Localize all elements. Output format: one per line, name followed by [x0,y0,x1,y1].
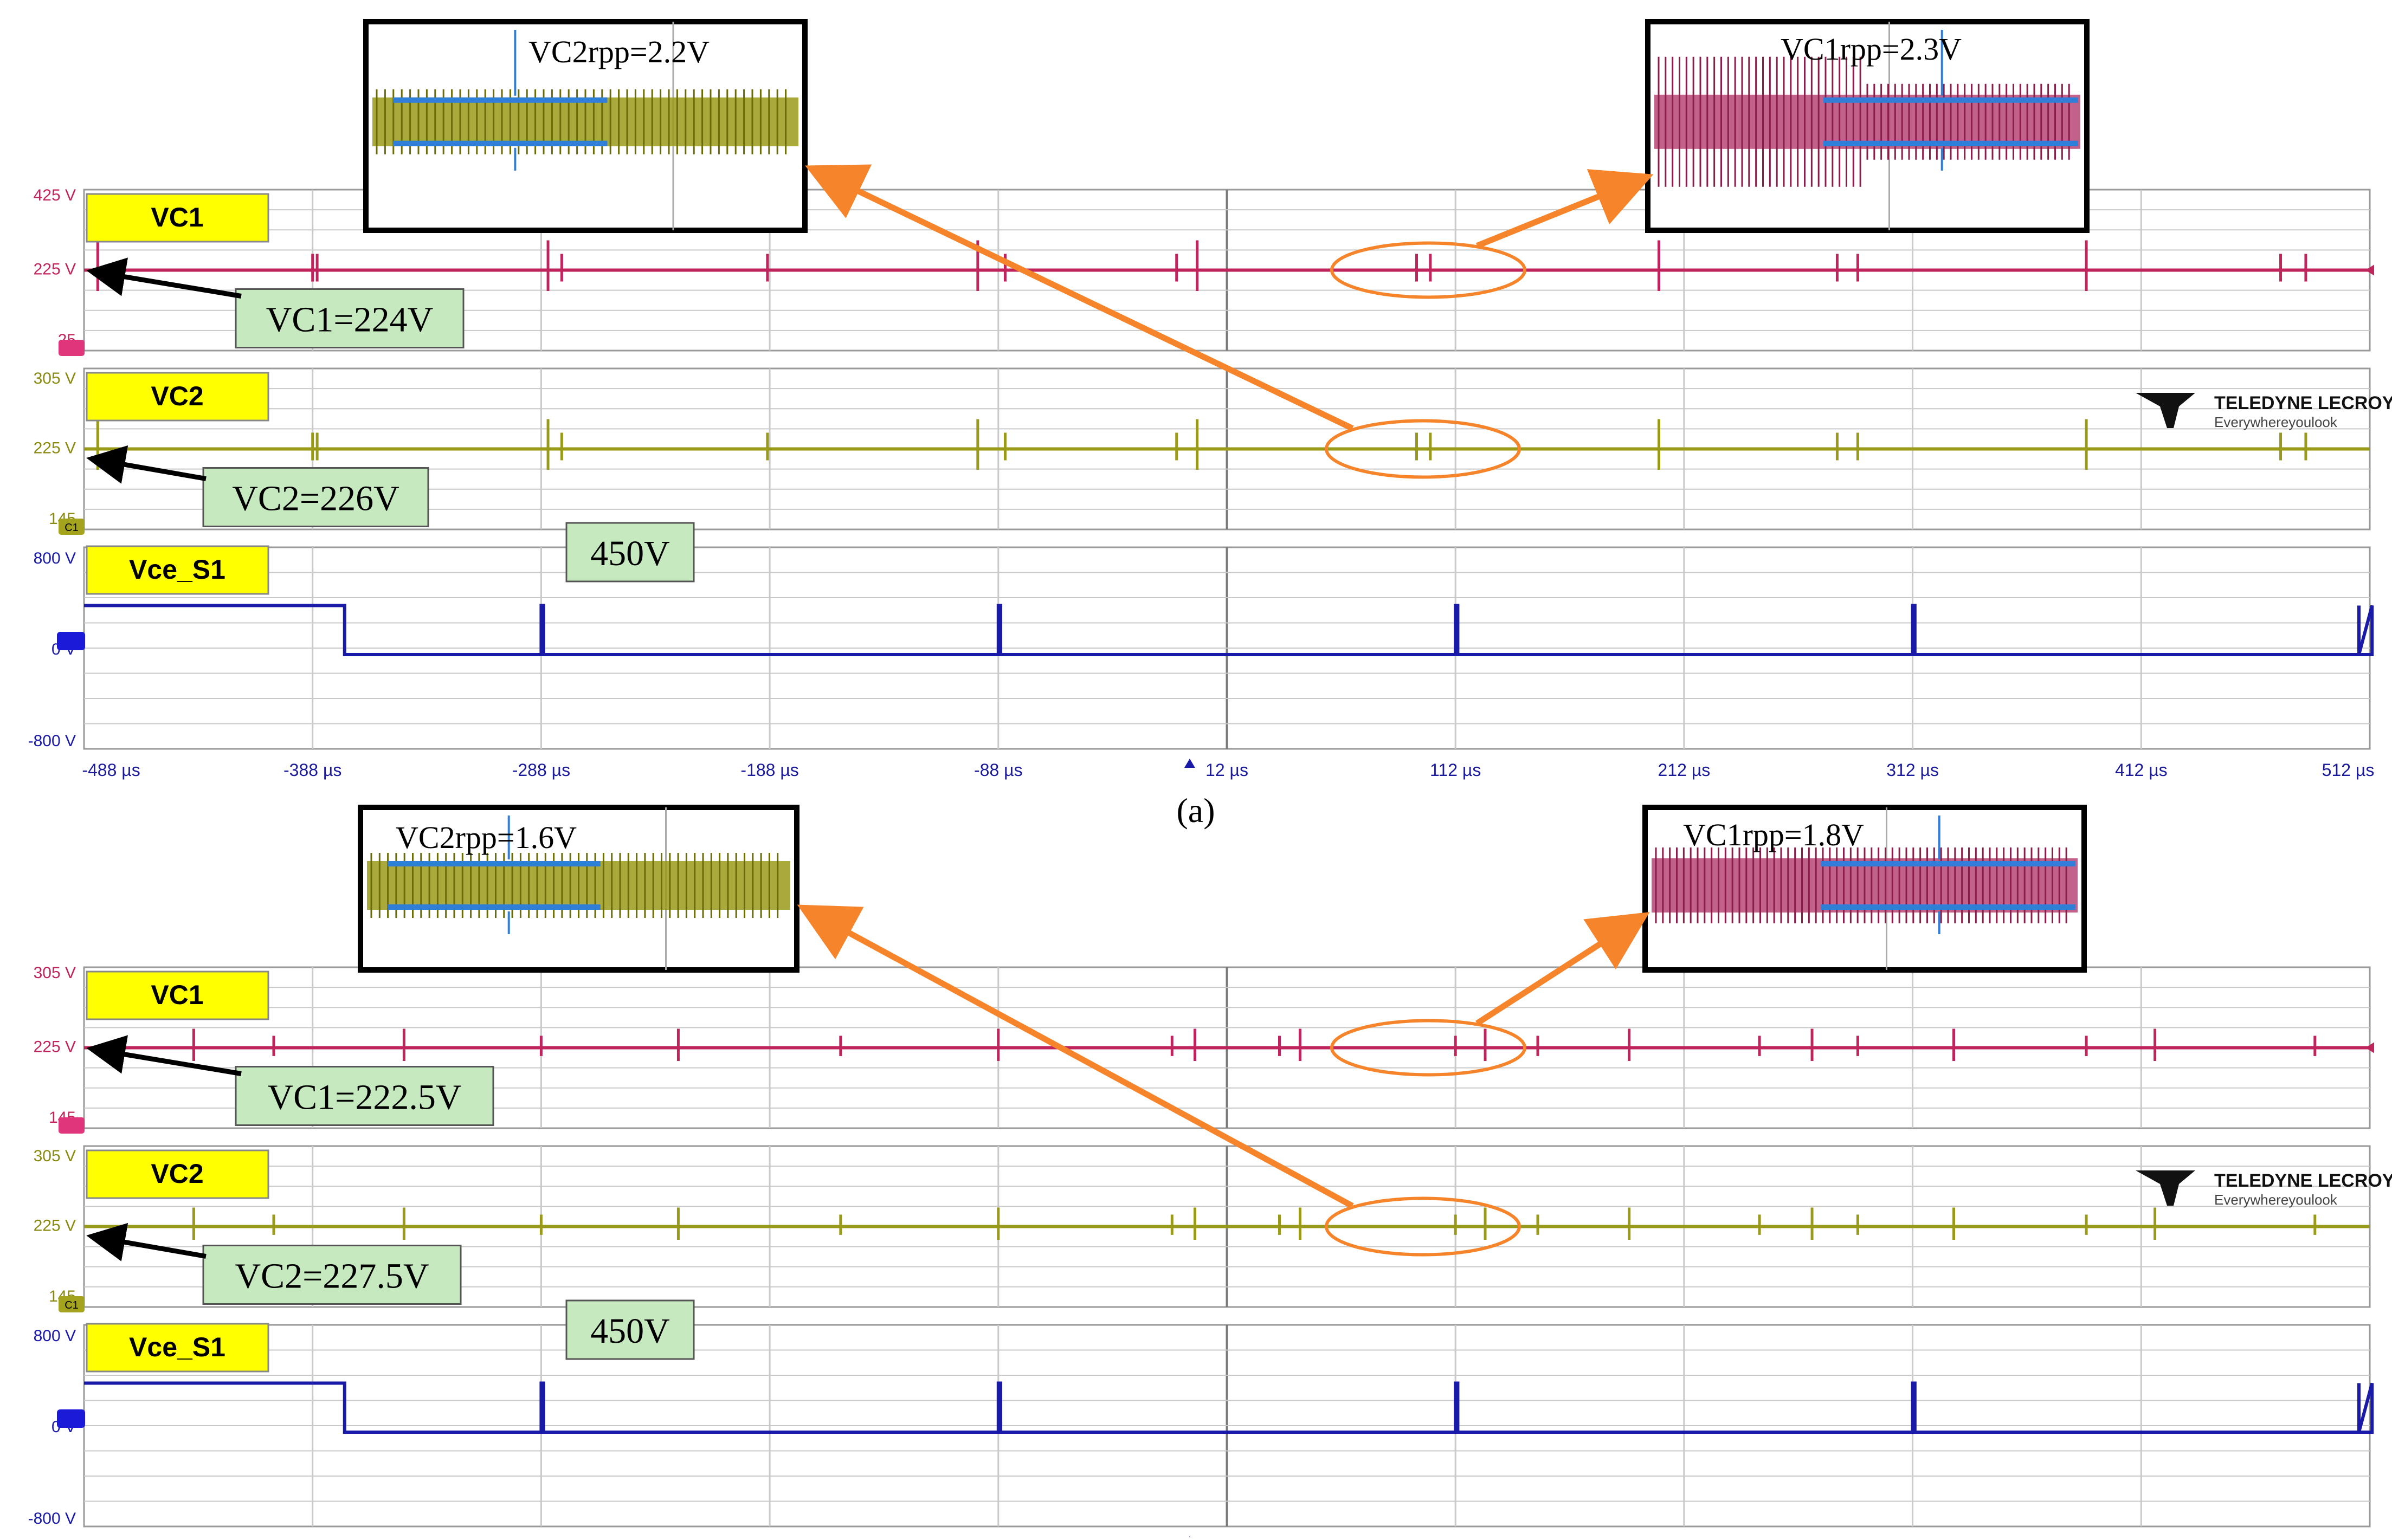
time-axis-label: 312 µs [1886,760,1939,780]
vc2-value-box-box [202,1245,462,1305]
vc1-value-box: VC1=222.5V [267,1078,461,1117]
vc2-value-box: VC2=227.5V [235,1257,429,1296]
vc1-tick-label: 305 V [34,964,76,982]
time-axis-label: 112 µs [1430,760,1481,780]
vc2-zoom-arrow [797,904,1354,1209]
vc2-pointer-arrow [86,1222,207,1261]
vc2-zoom-arrow [805,164,1354,431]
vc2-channel-marker [59,1296,85,1312]
vc1-pointer-arrow [86,257,242,299]
trigger-marker [1184,759,1195,768]
vc1-zoom-arrow [1475,169,1654,249]
vc1-pointer-arrow [86,1035,242,1076]
lecroy-logo-icon [2136,393,2195,428]
vc1-tick-label: 225 V [34,1038,76,1056]
vc2-value-box-box [202,467,429,527]
vc2-tick-label: 305 V [34,370,76,387]
vce-channel-marker [57,1409,85,1428]
vc1-tick-label: 225 V [34,261,76,279]
time-axis-label: 412 µs [2115,760,2168,780]
vc2-inset-label: VC2rpp=1.6V [396,820,577,855]
vc2-zoom-ellipse [1325,419,1521,479]
lecroy-logo-icon [2136,1170,2195,1206]
vc1-label: VC1 [151,202,203,232]
vc1-label: VC1 [151,980,203,1010]
vc2-tick-label: 305 V [34,1147,76,1165]
vc2-inset-label: VC2rpp=2.2V [528,34,710,69]
vc2-label-box [86,1149,269,1199]
vc1-zoom-ellipse [1330,1019,1526,1077]
lecroy-brand: TELEDYNE LECROY [2214,1170,2392,1191]
time-axis-label: -288 µs [512,760,570,780]
vce-tick-label: -800 V [28,732,76,750]
vc1-channel-marker [59,1117,85,1134]
vc1-label-box [86,970,269,1020]
vc1-label-box [86,193,269,243]
vce-label: Vce_S1 [129,1332,225,1362]
vc2-label: VC2 [151,1159,203,1189]
vc1-zoom-ellipse [1330,241,1526,299]
vce-trace [84,604,2374,656]
vc1-channel-marker [59,340,85,356]
vc1-zoom-arrow [1475,912,1650,1026]
vc1-inset-label: VC1rpp=1.8V [1683,817,1864,852]
lecroy-tagline: Everywhereyoulook [2214,1192,2338,1208]
vce-tick-label: -800 V [28,1510,76,1528]
vc1-value-box: VC1=224V [266,300,434,340]
time-axis-label: -388 µs [283,760,341,780]
vc2-value-box: VC2=226V [232,479,399,519]
vce-tick-label: 800 V [34,1327,76,1345]
vc1-value-box-box [235,288,465,348]
vc2-channel-badge: C1 [65,522,79,534]
vc2-tick-label: 225 V [34,1217,76,1235]
vce-label-box [86,545,269,595]
vc1-value-box-box [235,1066,494,1126]
vc1-level-marker [2365,1042,2374,1053]
panel-caption: (a) [1176,791,1215,830]
time-axis-label: 212 µs [1658,760,1711,780]
time-axis-label: -88 µs [974,760,1023,780]
vc2-channel-badge: C1 [65,1299,79,1311]
vc1-tick-label: 425 V [34,186,76,204]
lecroy-brand: TELEDYNE LECROY [2214,393,2392,413]
vc2-pointer-arrow [86,445,207,484]
vc2-channel-marker [59,519,85,535]
time-axis-label: 12 µs [1205,760,1248,780]
vc1-level-marker [2365,264,2374,276]
time-axis-label: 512 µs [2322,760,2375,780]
time-axis-label: -188 µs [740,760,798,780]
vc2-label: VC2 [151,381,203,411]
vce-value-box-box [565,1299,695,1360]
time-axis-label: -488 µs [82,760,140,780]
vce-trace [84,1381,2374,1434]
vce-value-box: 450V [590,1311,670,1351]
vc2-label-box [86,372,269,422]
vc2-zoom-ellipse [1325,1196,1521,1257]
vc1-inset-label: VC1rpp=2.3V [1781,31,1962,67]
vce-value-box-box [565,522,695,583]
vce-label: Vce_S1 [129,554,225,585]
vce-channel-marker [57,632,85,650]
vc2-tick-label: 225 V [34,439,76,457]
vce-tick-label: 800 V [34,549,76,567]
vce-label-box [86,1323,269,1373]
lecroy-tagline: Everywhereyoulook [2214,414,2338,430]
vce-value-box: 450V [590,534,670,573]
